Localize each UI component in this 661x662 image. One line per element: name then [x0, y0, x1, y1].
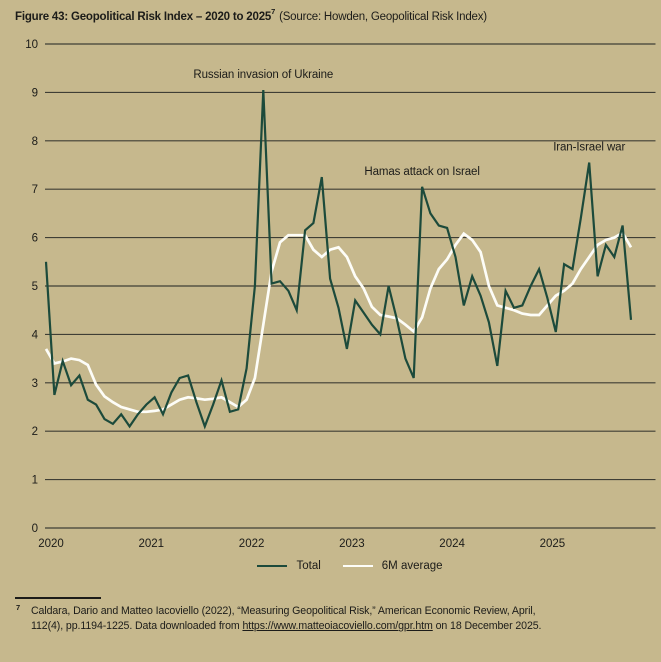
- figure-title-source: (Source: Howden, Geopolitical Risk Index…: [276, 11, 487, 23]
- 6m-average-line-swatch: [342, 564, 373, 568]
- y-tick-label: 4: [32, 329, 39, 341]
- y-tick-label: 6: [32, 233, 38, 245]
- y-tick-label: 10: [25, 39, 38, 51]
- figure-title-main: Figure 43: Geopolitical Risk Index – 202…: [15, 11, 272, 23]
- annotation-hamas-attack-on-israel: Hamas attack on Israel: [364, 166, 479, 178]
- x-tick-label: 2021: [139, 538, 165, 550]
- figure-title: Figure 43: Geopolitical Risk Index – 202…: [15, 7, 655, 23]
- x-tick-label: 2024: [439, 538, 465, 550]
- x-tick-label: 2023: [339, 538, 365, 550]
- annotation-iran-israel-war: Iran-Israel war: [553, 142, 625, 154]
- y-tick-label: 0: [32, 523, 38, 535]
- legend-item-total: Total: [257, 560, 321, 572]
- legend-item-6m-average: 6M average: [342, 560, 443, 572]
- x-axis-labels: 2020 2021 2022 2023 2024 2025: [38, 538, 565, 550]
- y-tick-label: 8: [32, 136, 38, 148]
- y-tick-label: 5: [32, 281, 38, 293]
- x-tick-label: 2025: [540, 538, 566, 550]
- x-tick-label: 2020: [38, 538, 64, 550]
- footnote-line-1: Caldara, Dario and Matteo Iacoviello (20…: [31, 605, 536, 617]
- y-tick-label: 9: [32, 87, 38, 99]
- footnote-divider: [15, 597, 101, 599]
- legend-label-total: Total: [296, 560, 321, 572]
- chart-legend: Total 6M average: [45, 560, 655, 572]
- y-tick-label: 7: [32, 184, 38, 196]
- footnote-marker: 7: [16, 603, 21, 612]
- total-line: [44, 89, 633, 430]
- x-tick-label: 2022: [239, 538, 265, 550]
- journal-name: American Economic Review: [377, 605, 507, 617]
- annotation-russian-invasion-of-ukraine: Russian invasion of Ukraine: [193, 69, 333, 81]
- total-line-swatch: [257, 564, 288, 568]
- footnote-reference: 7: [271, 7, 276, 16]
- y-tick-label: 3: [32, 378, 38, 390]
- gridlines: [45, 43, 656, 529]
- gpr-data-link[interactable]: https://www.matteoiacoviello.com/gpr.htm: [242, 620, 433, 633]
- 6m-average-line: [44, 230, 633, 414]
- footnote: 7 Caldara, Dario and Matteo Iacoviello (…: [15, 603, 653, 635]
- legend-label-6m-average: 6M average: [381, 560, 443, 572]
- y-axis-labels: 0 1 2 3 4 5 6 7 8 9 10: [25, 39, 38, 535]
- y-tick-label: 1: [32, 475, 38, 487]
- y-tick-label: 2: [32, 426, 38, 438]
- footnote-line-2: 112(4), pp.1194-1225. Data downloaded fr…: [31, 620, 542, 633]
